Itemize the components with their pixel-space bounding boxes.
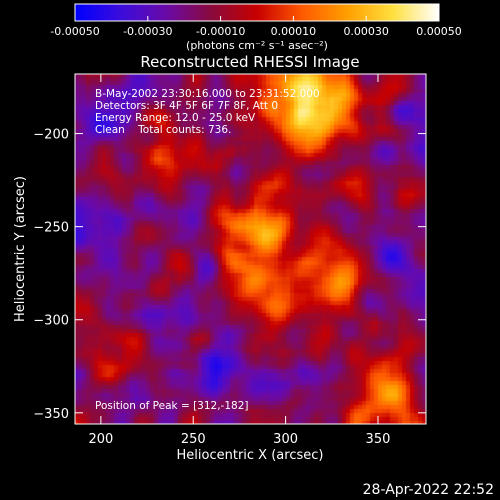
annotation-detectors: Detectors: 3F 4F 5F 6F 7F 8F, Att 0 [95, 100, 278, 112]
colorbar-ticks: -0.00050 -0.00030 -0.00010 0.00010 0.00030 0.… [50, 16, 462, 38]
y-tick-label: −350 [33, 407, 69, 422]
heatmap-image [75, 74, 426, 424]
y-axis: −200 −250 −300 −350 [33, 128, 426, 422]
colorbar-tick-label: 0.00050 [416, 25, 462, 38]
chart-title: Reconstructed RHESSI Image [140, 53, 359, 71]
plot-frame [74, 73, 427, 425]
annotation-energy-range: Energy Range: 12.0 - 25.0 keV [95, 112, 256, 124]
y-tick-label: −250 [33, 221, 69, 236]
colorbar-tick-label: -0.00030 [123, 25, 172, 38]
colorbar-unit-label: (photons cm⁻² s⁻¹ asec⁻²) [186, 39, 328, 52]
annotation-time-range: B-May-2002 23:30:16.000 to 23:31:52.000 [95, 88, 320, 100]
colorbar-tick-label: 0.00030 [343, 25, 389, 38]
x-tick-label: 200 [88, 432, 113, 447]
colorbar-tick-label: -0.00010 [196, 25, 245, 38]
colorbar-tick-label: -0.00050 [50, 25, 99, 38]
y-tick-label: −300 [33, 314, 69, 329]
footer-timestamp: 28-Apr-2022 22:52 [362, 482, 494, 498]
x-tick-label: 350 [366, 432, 391, 447]
x-axis-label: Heliocentric X (arcsec) [177, 448, 324, 463]
colorbar-gradient [75, 4, 439, 21]
y-tick-label: −200 [33, 128, 69, 143]
x-axis: 200 250 300 350 [88, 74, 390, 447]
annotation-peak-position: Position of Peak = [312,-182] [95, 400, 249, 412]
colorbar-frame [74, 3, 440, 22]
y-axis-label: Heliocentric Y (arcsec) [13, 176, 28, 322]
x-tick-label: 250 [181, 432, 206, 447]
colorbar-tick-label: 0.00010 [271, 25, 317, 38]
x-tick-label: 300 [273, 432, 298, 447]
annotation-counts: Clean Total counts: 736. [95, 124, 231, 136]
